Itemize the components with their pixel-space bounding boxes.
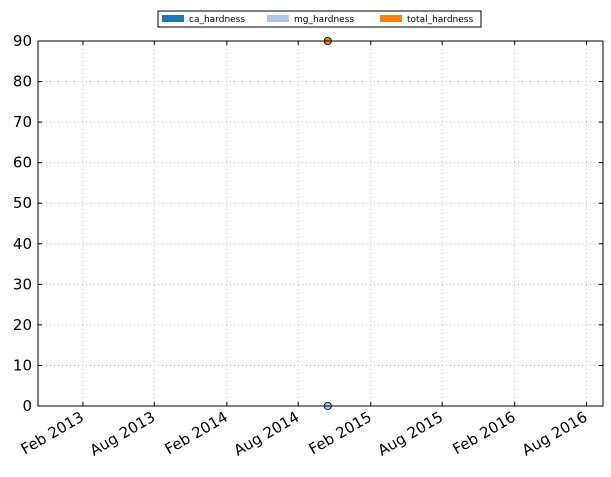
legend-swatch-ca-hardness xyxy=(162,15,184,22)
legend-label-ca-hardness: ca_hardness xyxy=(189,15,245,25)
y-tick-label: 50 xyxy=(13,194,32,212)
plot-frame xyxy=(37,40,604,407)
y-tick-labels: 0 10 20 30 40 50 60 70 80 90 xyxy=(13,32,32,415)
y-tick-label: 70 xyxy=(13,113,32,131)
legend-swatch-total-hardness xyxy=(380,15,402,22)
y-tick-label: 90 xyxy=(13,32,32,50)
y-tick-label: 0 xyxy=(22,397,32,415)
legend: ca_hardness mg_hardness total_hardness xyxy=(157,10,482,28)
y-tick-label: 40 xyxy=(13,235,32,253)
legend-label-mg-hardness: mg_hardness xyxy=(294,15,354,25)
y-tick-label: 60 xyxy=(13,154,32,172)
y-tick-label: 20 xyxy=(13,316,32,334)
legend-swatch-mg-hardness xyxy=(267,15,289,22)
y-tick-label: 80 xyxy=(13,73,32,91)
y-tick-label: 10 xyxy=(13,356,32,374)
y-tick-label: 30 xyxy=(13,275,32,293)
grid xyxy=(38,41,603,406)
legend-label-total-hardness: total_hardness xyxy=(407,15,473,25)
